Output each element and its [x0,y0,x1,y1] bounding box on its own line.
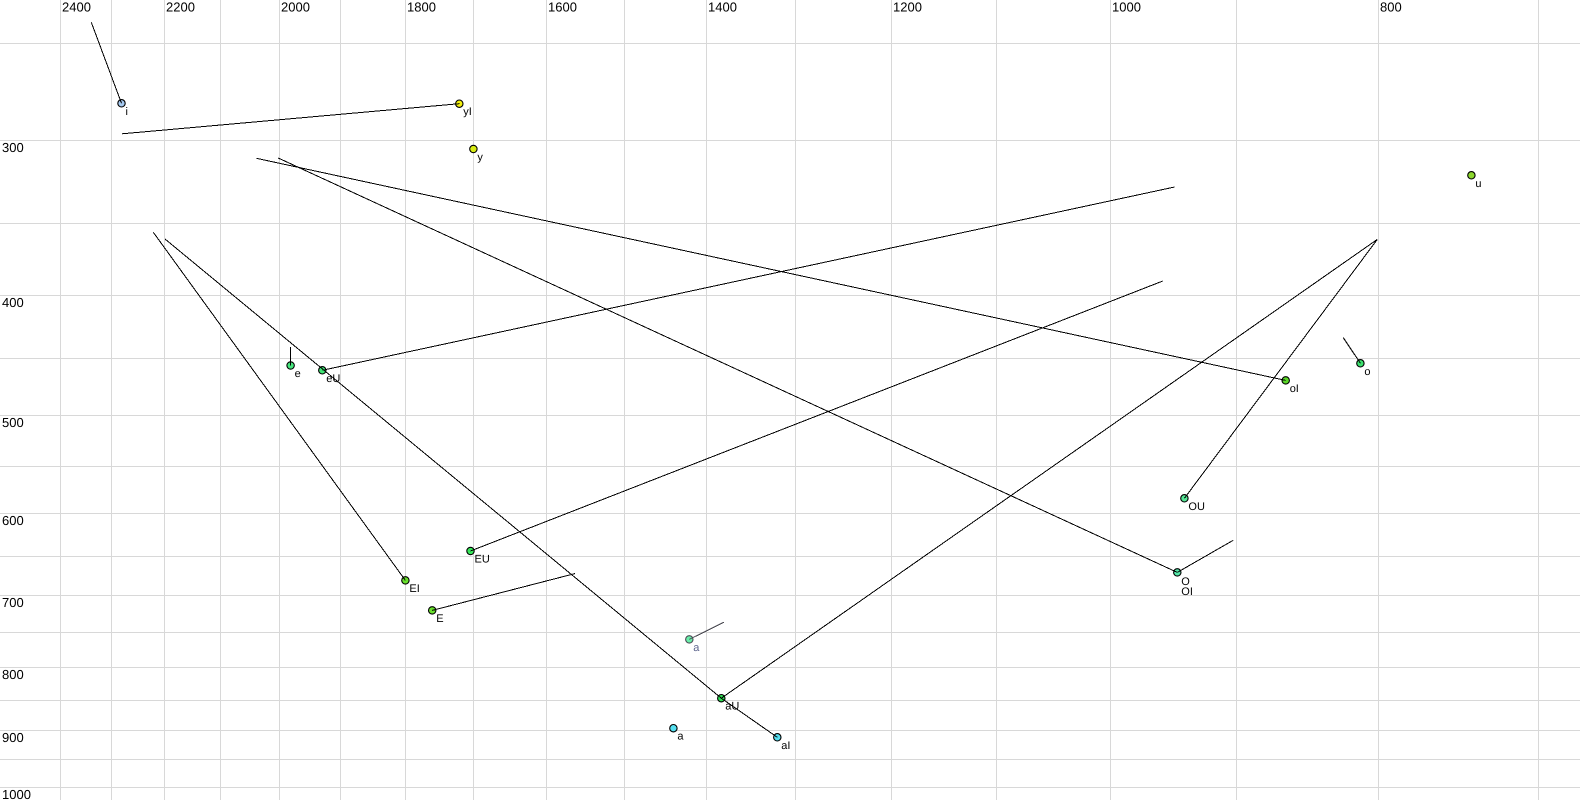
svg-text:OU: OU [1188,501,1205,513]
svg-text:500: 500 [2,415,24,430]
svg-text:300: 300 [2,140,24,155]
svg-text:800: 800 [1380,0,1402,15]
svg-text:OI: OI [1181,586,1193,598]
svg-text:O: O [1181,576,1190,588]
svg-text:1000: 1000 [2,787,31,800]
svg-text:2200: 2200 [166,0,195,15]
svg-text:a: a [693,642,700,654]
svg-text:400: 400 [2,295,24,310]
svg-text:eU: eU [326,373,340,385]
svg-text:2000: 2000 [281,0,310,15]
svg-text:1400: 1400 [708,0,737,15]
svg-text:800: 800 [2,667,24,682]
svg-text:600: 600 [2,513,24,528]
svg-text:yI: yI [463,106,472,118]
svg-text:900: 900 [2,730,24,745]
svg-text:1200: 1200 [893,0,922,15]
svg-text:i: i [126,106,128,118]
svg-text:u: u [1475,178,1481,190]
svg-text:1000: 1000 [1112,0,1141,15]
svg-text:aI: aI [781,740,790,752]
svg-text:2400: 2400 [62,0,91,15]
svg-text:EU: EU [475,554,490,566]
svg-text:a: a [677,731,684,743]
svg-text:E: E [436,613,443,625]
svg-text:oI: oI [1290,383,1299,395]
svg-text:o: o [1364,366,1370,378]
svg-text:EI: EI [409,583,419,595]
svg-text:y: y [477,152,483,164]
svg-text:700: 700 [2,595,24,610]
svg-text:1800: 1800 [407,0,436,15]
svg-text:1600: 1600 [548,0,577,15]
svg-text:e: e [295,368,301,380]
svg-text:aU: aU [725,701,739,713]
